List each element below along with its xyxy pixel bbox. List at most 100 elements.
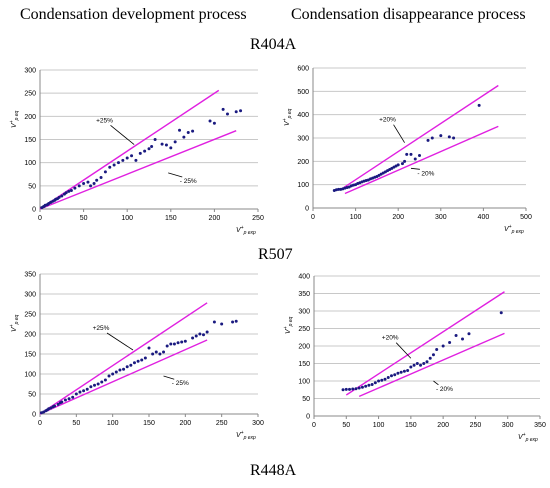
y-tick-label: 150	[24, 137, 36, 144]
deviation-line	[39, 89, 220, 210]
data-point	[147, 147, 151, 151]
y-tick-label: 100	[24, 372, 36, 379]
data-point	[400, 162, 404, 166]
y-tick-label: 300	[24, 292, 36, 299]
annotation-label: - 25%	[180, 178, 197, 185]
data-point	[89, 184, 93, 188]
data-point	[225, 112, 229, 116]
data-point	[220, 322, 224, 326]
data-point	[60, 194, 64, 198]
data-point	[208, 119, 212, 123]
data-point	[431, 353, 435, 357]
data-point	[140, 358, 144, 362]
x-tick-label: 200	[392, 214, 404, 221]
data-point	[191, 129, 195, 133]
y-tick-label: 350	[298, 291, 310, 298]
x-tick-label: 250	[216, 420, 228, 427]
data-point	[348, 387, 352, 391]
data-point	[121, 158, 125, 162]
deviation-line	[358, 332, 505, 398]
data-point	[63, 398, 67, 402]
data-point	[403, 159, 407, 163]
deviation-line	[39, 130, 237, 210]
data-point	[383, 377, 387, 381]
data-point	[132, 361, 136, 365]
deviation-line	[345, 291, 505, 396]
data-point	[86, 180, 90, 184]
data-point	[393, 373, 397, 377]
data-point	[99, 175, 103, 179]
data-point	[202, 333, 205, 337]
data-point	[169, 342, 173, 346]
y-tick-label: 250	[24, 312, 36, 319]
y-tick-label: 0	[32, 412, 36, 419]
data-point	[73, 186, 77, 190]
annotation-label: +20%	[382, 335, 399, 342]
x-tick-label: 500	[520, 214, 532, 221]
x-tick-label: 150	[405, 422, 417, 429]
data-point	[67, 397, 71, 401]
chart-r507-development: 0 50 100 150 200 250 300 350 0 50 100 150 200 250 300 +…	[9, 272, 264, 442]
data-point	[409, 365, 413, 369]
x-tick-label: 150	[165, 215, 177, 222]
right-column-title: Condensation disappearance process	[291, 6, 526, 23]
data-point	[357, 386, 361, 390]
data-point	[194, 334, 198, 338]
data-point	[138, 151, 142, 155]
annotation-label: +20%	[379, 117, 396, 124]
x-tick-label: 300	[502, 422, 514, 429]
data-point	[96, 382, 100, 386]
refrigerant-label-r507: R507	[258, 246, 293, 263]
x-tick-label: 100	[350, 214, 362, 221]
data-point	[234, 319, 238, 323]
data-point	[439, 134, 443, 138]
data-point	[461, 337, 465, 341]
deviation-line	[39, 339, 208, 415]
y-tick-label: 200	[297, 159, 309, 166]
data-point	[380, 378, 384, 382]
data-point	[114, 370, 118, 374]
y-axis-label: V+p eq	[9, 110, 20, 128]
data-point	[182, 135, 186, 139]
data-point	[454, 334, 458, 337]
data-point	[418, 154, 421, 157]
data-point	[100, 380, 104, 384]
y-tick-label: 400	[298, 274, 310, 281]
data-point	[173, 140, 177, 144]
data-point	[183, 339, 187, 343]
y-tick-label: 200	[24, 114, 36, 121]
data-point	[354, 387, 358, 391]
annotation-label: +25%	[93, 325, 110, 332]
x-axis-label: V+p exp	[504, 224, 524, 235]
x-tick-label: 0	[38, 215, 42, 222]
data-point	[406, 369, 410, 372]
data-point	[360, 385, 364, 389]
data-point	[231, 320, 235, 324]
annotation-leader	[395, 342, 412, 359]
data-point	[164, 143, 168, 147]
x-tick-label: 100	[121, 215, 133, 222]
data-point	[428, 356, 432, 360]
data-point	[143, 149, 147, 153]
data-point	[419, 363, 423, 367]
data-point	[409, 152, 413, 156]
y-tick-label: 150	[24, 352, 36, 359]
data-point	[396, 371, 400, 375]
data-point	[205, 330, 209, 334]
chart-r507-disappearance: 0 50 100 150 200 250 300 350 400 0 50 100 150 200 250 3…	[283, 274, 546, 444]
data-point	[212, 320, 216, 324]
annotation-label: - 25%	[172, 380, 189, 387]
y-tick-label: 250	[298, 326, 310, 333]
data-point	[56, 402, 60, 406]
data-point	[71, 395, 75, 399]
y-tick-label: 300	[298, 309, 310, 316]
deviation-line	[39, 302, 208, 415]
data-point	[399, 370, 403, 374]
data-point	[147, 346, 151, 350]
data-point	[82, 182, 86, 186]
data-point	[169, 146, 173, 150]
x-tick-label: 250	[252, 215, 264, 222]
x-tick-label: 400	[478, 214, 490, 221]
x-tick-label: 300	[252, 420, 264, 427]
data-point	[351, 387, 355, 391]
